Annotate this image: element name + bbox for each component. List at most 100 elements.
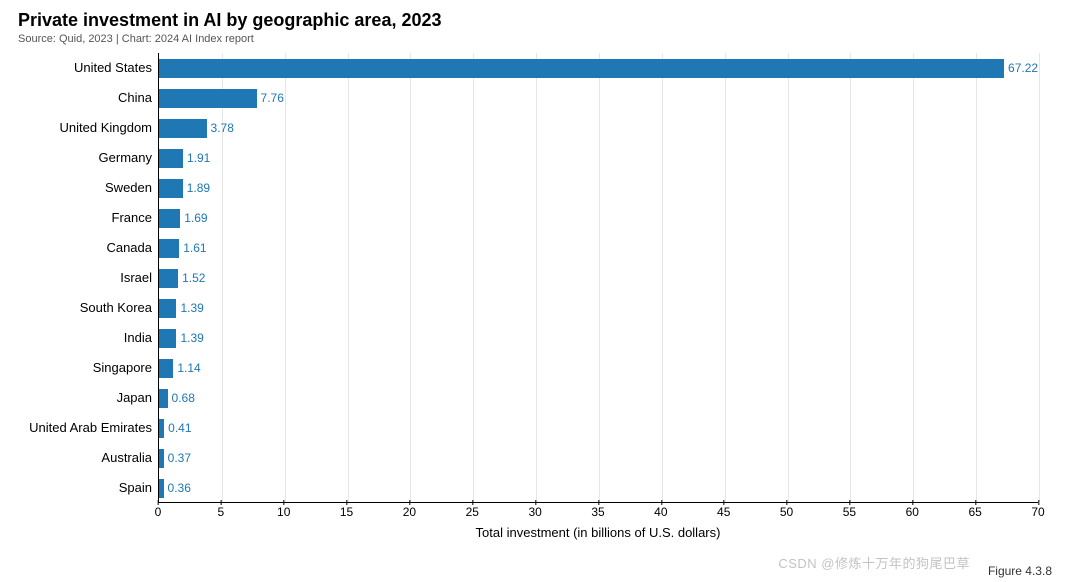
y-axis-label: Japan <box>18 383 158 413</box>
x-tick-label: 20 <box>403 505 416 519</box>
plot-area: 67.227.763.781.911.891.691.611.521.391.3… <box>158 53 1038 503</box>
x-axis-tick: 70 <box>1031 505 1044 519</box>
x-tick-label: 35 <box>591 505 604 519</box>
bar-row: 1.69 <box>159 203 1038 233</box>
x-axis-tick: 50 <box>780 505 793 519</box>
y-axis-label: Singapore <box>18 353 158 383</box>
x-tick-mark <box>787 500 788 505</box>
bar-row: 1.39 <box>159 293 1038 323</box>
x-tick-mark <box>284 500 285 505</box>
x-tick-mark <box>975 500 976 505</box>
x-tick-mark <box>535 500 536 505</box>
x-tick-label: 45 <box>717 505 730 519</box>
y-axis-label: United Kingdom <box>18 113 158 143</box>
bar-value-label: 0.36 <box>168 481 191 495</box>
y-axis-label: South Korea <box>18 293 158 323</box>
bar <box>159 419 164 438</box>
x-axis-tick: 60 <box>906 505 919 519</box>
x-axis-tick: 20 <box>403 505 416 519</box>
y-axis-label: Sweden <box>18 173 158 203</box>
x-axis-tick: 10 <box>277 505 290 519</box>
bar-value-label: 7.76 <box>261 91 284 105</box>
bar-row: 0.41 <box>159 413 1038 443</box>
x-axis-tick: 0 <box>155 505 162 519</box>
x-tick-mark <box>598 500 599 505</box>
x-tick-mark <box>472 500 473 505</box>
bar-value-label: 1.39 <box>180 331 203 345</box>
bar-value-label: 0.41 <box>168 421 191 435</box>
grid-line <box>1039 53 1040 502</box>
bar-row: 1.39 <box>159 323 1038 353</box>
bar <box>159 209 180 228</box>
x-tick-mark <box>849 500 850 505</box>
y-axis-label: Israel <box>18 263 158 293</box>
y-axis-label: Spain <box>18 473 158 503</box>
bar <box>159 389 168 408</box>
bar-row: 0.68 <box>159 383 1038 413</box>
x-tick-mark <box>158 500 159 505</box>
bar-value-label: 1.89 <box>187 181 210 195</box>
bar <box>159 149 183 168</box>
y-axis-label: China <box>18 83 158 113</box>
x-axis-tick: 25 <box>466 505 479 519</box>
x-axis-tick: 15 <box>340 505 353 519</box>
bar <box>159 269 178 288</box>
x-tick-label: 15 <box>340 505 353 519</box>
x-axis-tick: 30 <box>528 505 541 519</box>
x-tick-label: 55 <box>843 505 856 519</box>
bar-row: 1.52 <box>159 263 1038 293</box>
y-axis-labels: United StatesChinaUnited KingdomGermanyS… <box>18 53 158 503</box>
chart-subtitle: Source: Quid, 2023 | Chart: 2024 AI Inde… <box>18 33 1052 45</box>
y-axis-label: United States <box>18 53 158 83</box>
bar <box>159 179 183 198</box>
bar <box>159 449 164 468</box>
bar-value-label: 1.52 <box>182 271 205 285</box>
x-tick-mark <box>409 500 410 505</box>
bar <box>159 239 179 258</box>
y-axis-label: France <box>18 203 158 233</box>
bar-row: 67.22 <box>159 53 1038 83</box>
bar-value-label: 1.14 <box>177 361 200 375</box>
bar <box>159 299 176 318</box>
x-tick-label: 65 <box>968 505 981 519</box>
x-axis-tick: 55 <box>843 505 856 519</box>
bar-value-label: 67.22 <box>1008 61 1038 75</box>
x-axis-tick: 40 <box>654 505 667 519</box>
chart-area: United StatesChinaUnited KingdomGermanyS… <box>18 53 1052 503</box>
bar-value-label: 1.39 <box>180 301 203 315</box>
x-axis-tick: 45 <box>717 505 730 519</box>
x-tick-mark <box>347 500 348 505</box>
watermark-text: CSDN @修炼十万年的狗尾巴草 <box>778 553 970 572</box>
x-tick-mark <box>1038 500 1039 505</box>
bar <box>159 89 257 108</box>
x-axis-tick: 65 <box>968 505 981 519</box>
x-tick-label: 30 <box>528 505 541 519</box>
x-tick-label: 0 <box>155 505 162 519</box>
bar-row: 1.14 <box>159 353 1038 383</box>
y-axis-label: United Arab Emirates <box>18 413 158 443</box>
bar-row: 7.76 <box>159 83 1038 113</box>
bar <box>159 359 173 378</box>
x-tick-mark <box>724 500 725 505</box>
x-tick-label: 10 <box>277 505 290 519</box>
bar-value-label: 1.61 <box>183 241 206 255</box>
figure-number: Figure 4.3.8 <box>988 564 1052 578</box>
bar-value-label: 0.68 <box>172 391 195 405</box>
bar-value-label: 1.69 <box>184 211 207 225</box>
bar-value-label: 1.91 <box>187 151 210 165</box>
x-tick-mark <box>912 500 913 505</box>
bar <box>159 479 164 498</box>
x-tick-label: 40 <box>654 505 667 519</box>
y-axis-label: India <box>18 323 158 353</box>
y-axis-label: Germany <box>18 143 158 173</box>
bar <box>159 119 207 138</box>
x-tick-label: 50 <box>780 505 793 519</box>
x-tick-label: 70 <box>1031 505 1044 519</box>
bar-row: 0.36 <box>159 473 1038 503</box>
y-axis-label: Canada <box>18 233 158 263</box>
x-axis-title: Total investment (in billions of U.S. do… <box>158 525 1038 540</box>
chart-title: Private investment in AI by geographic a… <box>18 10 1052 31</box>
bar <box>159 59 1004 78</box>
x-axis-tick: 5 <box>218 505 225 519</box>
x-axis-tick: 35 <box>591 505 604 519</box>
